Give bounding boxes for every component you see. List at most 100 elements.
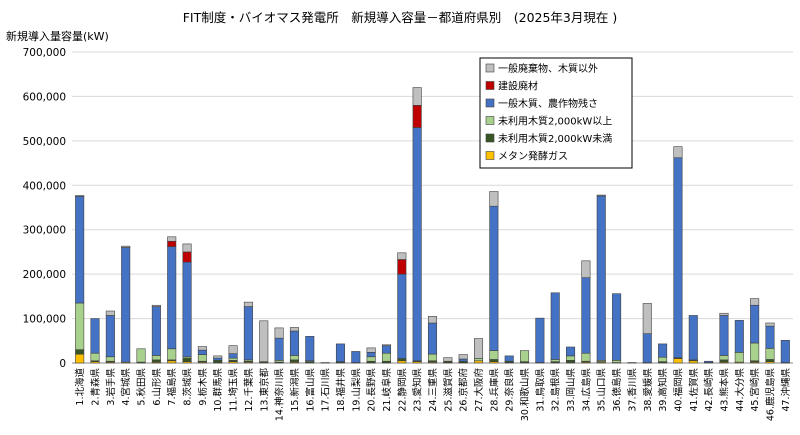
bar-segment	[704, 360, 714, 363]
bar-segment	[658, 356, 668, 362]
bar-segment	[765, 359, 775, 362]
bar-segment	[520, 350, 530, 362]
x-tick-label: 1.北海道	[74, 368, 86, 406]
x-tick-label: 33.岡山県	[566, 368, 577, 412]
bar-segment	[197, 346, 207, 351]
x-tick-label: 38.愛媛県	[642, 368, 654, 412]
bar-segment	[274, 327, 284, 339]
bar-segment	[182, 357, 192, 362]
legend-swatch	[485, 98, 495, 108]
bar-segment	[320, 362, 330, 364]
bar-segment	[427, 322, 438, 355]
y-tick-label: 0	[59, 358, 66, 370]
x-tick-label: 10.群馬県	[212, 368, 224, 412]
bar-segment	[397, 259, 407, 275]
x-tick-label: 19.山梨県	[350, 368, 362, 412]
x-tick-label: 47.沖縄県	[780, 368, 792, 412]
bar-segment	[213, 357, 223, 361]
bar-segment	[443, 357, 453, 362]
x-tick-label: 46.鹿児島県	[764, 368, 776, 422]
bar-segment	[289, 330, 299, 356]
bar-segment	[734, 320, 744, 353]
x-tick-label: 35.山口県	[597, 368, 608, 412]
bar-segment	[105, 356, 115, 362]
bar-segment	[765, 325, 775, 349]
x-tick-label: 14.神奈川県	[274, 368, 286, 422]
bar-segment	[397, 252, 407, 260]
x-tick-label: 9.栃木県	[197, 368, 209, 406]
bar-segment	[504, 355, 514, 362]
bar-segment	[412, 105, 422, 128]
bar-segment	[750, 342, 760, 362]
x-tick-label: 11.埼玉県	[228, 368, 240, 412]
bar-segment	[243, 301, 253, 307]
bar-segment	[75, 353, 85, 364]
y-tick-label: 400,000	[23, 180, 66, 192]
bar-segment	[228, 345, 238, 354]
bar-segment	[412, 127, 422, 362]
x-tick-label: 40.福岡県	[672, 368, 684, 412]
bar-segment	[182, 251, 192, 263]
y-tick-label: 500,000	[23, 136, 66, 148]
x-tick-label: 3.岩手県	[105, 368, 117, 406]
bar-segment	[673, 157, 683, 358]
bar-segment	[642, 333, 652, 363]
bar-segment	[151, 304, 161, 307]
bar-segment	[182, 243, 192, 253]
bar-segment	[458, 354, 468, 360]
bar-segment	[90, 352, 100, 362]
bar-segment	[658, 343, 668, 358]
bar-segment	[397, 358, 407, 362]
bar-segment	[75, 196, 85, 304]
bar-segment	[673, 358, 683, 364]
bar-segment	[167, 360, 177, 364]
bar-segment	[750, 304, 760, 344]
legend-label: 一般木質、農作物残さ	[498, 97, 598, 110]
bar-segment	[581, 260, 591, 278]
bar-segment	[366, 356, 376, 362]
x-tick-label: 34.広島県	[580, 368, 592, 412]
bar-segment	[105, 310, 115, 316]
x-tick-label: 32.島根県	[550, 368, 562, 412]
x-tick-label: 22.静岡県	[396, 368, 408, 412]
bar-segment	[167, 236, 177, 242]
bar-segment	[765, 348, 775, 360]
x-tick-label: 43.熊本県	[718, 368, 730, 412]
bar-segment	[489, 191, 499, 207]
bar-segment	[121, 247, 131, 363]
bar-segment	[734, 352, 744, 363]
bar-segment	[289, 359, 299, 363]
bar-segment	[381, 352, 391, 362]
bar-segment	[489, 205, 499, 351]
bar-segment	[550, 292, 560, 360]
x-tick-label: 5.秋田県	[136, 368, 148, 406]
legend-label: 未利用木質2,000kW未満	[498, 132, 612, 145]
legend-swatch	[485, 81, 495, 90]
bar-segment	[151, 355, 161, 361]
y-axis-label: 新規導入量容量(kW)	[6, 29, 109, 43]
bar-segment	[642, 303, 652, 334]
bar-segment	[366, 347, 376, 353]
x-tick-label: 21.岐阜県	[381, 368, 393, 412]
x-tick-label: 31.鳥取県	[534, 368, 546, 412]
bar-segment	[612, 360, 622, 363]
bar-segment	[213, 360, 223, 363]
bar-segment	[688, 315, 698, 361]
y-tick-label: 100,000	[23, 314, 66, 326]
chart-title: FIT制度・バイオマス発電所 新規導入容量－都道府県別 (2025年3月現在 )	[182, 10, 618, 25]
bar-segment	[243, 306, 253, 361]
bar-segment	[136, 348, 146, 363]
x-tick-label: 20.長野県	[367, 368, 378, 412]
x-tick-label: 42.長崎県	[703, 368, 715, 412]
bar-segment	[550, 359, 560, 362]
x-tick-label: 30.和歌山県	[519, 368, 531, 422]
bar-segment	[351, 351, 361, 363]
bar-segment	[228, 353, 238, 359]
legend-swatch	[485, 151, 495, 160]
bar-segment	[535, 317, 545, 363]
bar-segment	[121, 245, 131, 248]
bar-segment	[381, 344, 391, 346]
bar-segment	[750, 298, 760, 306]
bar-segment	[259, 320, 269, 362]
